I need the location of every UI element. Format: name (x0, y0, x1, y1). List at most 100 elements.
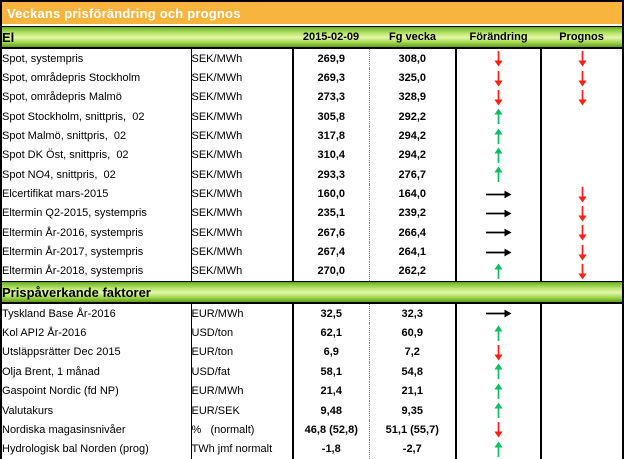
row-label: Gaspoint Nordic (fd NP) (2, 381, 192, 401)
forecast-arrow-cell (541, 203, 623, 224)
row-label: Nordiska magasinsnivåer (2, 420, 192, 440)
table-row: Spot, områdepris Stockholm SEK/MWh 269,3 32… (2, 68, 623, 88)
row-label: Kol API2 År-2016 (2, 323, 192, 343)
arrow-right-icon (485, 308, 512, 319)
previous-value: -2,7 (369, 439, 458, 459)
previous-value: 239,2 (369, 203, 458, 224)
forecast-arrow-cell (541, 342, 623, 363)
arrow-up-icon (492, 441, 505, 458)
previous-value: 292,2 (369, 107, 458, 127)
change-arrow-cell (456, 342, 543, 363)
arrow-up-icon (492, 166, 505, 183)
previous-value: 60,9 (369, 323, 458, 343)
unit-cell: SEK/MWh (191, 48, 295, 69)
arrow-up-icon (492, 108, 505, 125)
arrow-down-icon (576, 50, 589, 67)
table-title: Veckans prisförändring och prognos (2, 2, 622, 26)
current-value: 267,6 (293, 223, 370, 243)
change-arrow-cell (456, 223, 543, 243)
unit-cell: SEK/MWh (191, 223, 295, 243)
forecast-arrow-cell (541, 242, 623, 262)
forecast-arrow-cell (541, 303, 623, 324)
row-label: Utsläppsrätter Dec 2015 (2, 342, 192, 363)
previous-value: 328,9 (369, 87, 458, 108)
forecast-arrow-cell (541, 126, 623, 146)
previous-value: 7,2 (369, 342, 458, 363)
current-value: 235,1 (293, 203, 370, 224)
table-row: Tyskland Base År-2016 EUR/MWh 32,5 32,3 (2, 303, 623, 324)
row-label: Eltermin År-2018, systempris (2, 261, 192, 282)
unit-cell: EUR/MWh (191, 381, 295, 401)
previous-value: 262,2 (369, 261, 458, 282)
arrow-down-icon (576, 186, 589, 203)
previous-value: 9,35 (369, 400, 458, 421)
change-arrow-cell (456, 107, 543, 127)
row-label: Eltermin År-2017, systempris (2, 242, 192, 262)
forecast-arrow-cell (541, 184, 623, 204)
current-value: 270,0 (293, 261, 370, 282)
forecast-arrow-cell (541, 48, 623, 69)
table-row: Hydrologisk bal Norden (prog) TWh jmf nor… (2, 439, 623, 459)
arrow-up-icon (492, 147, 505, 164)
section-header-row: El 2015-02-09 Fg vecka Förändring Prognos (2, 26, 623, 49)
change-arrow-cell (456, 48, 543, 69)
forecast-arrow-cell (541, 165, 623, 185)
arrow-down-icon (576, 70, 589, 87)
section-title: El (2, 26, 294, 49)
forecast-arrow-cell (541, 420, 623, 440)
arrow-down-icon (576, 205, 589, 222)
forecast-arrow-cell (541, 107, 623, 127)
current-value: 58,1 (293, 362, 370, 382)
unit-cell: USD/fat (191, 362, 295, 382)
current-value: 32,5 (293, 303, 370, 324)
table-row: Kol API2 År-2016 USD/ton 62,1 60,9 (2, 323, 623, 343)
forecast-arrow-cell (541, 261, 623, 282)
table-row: Spot Malmö, snittpris, 02 SEK/MWh 317,8 294… (2, 126, 623, 146)
change-arrow-cell (456, 126, 543, 146)
unit-cell: SEK/MWh (191, 261, 295, 282)
change-arrow-cell (456, 87, 543, 108)
arrow-up-icon (492, 128, 505, 145)
row-label: Spot, områdepris Malmö (2, 87, 192, 108)
forecast-arrow-cell (541, 145, 623, 166)
current-value: 6,9 (293, 342, 370, 363)
arrow-down-icon (576, 263, 589, 280)
row-label: Spot, områdepris Stockholm (2, 68, 192, 88)
row-label: Spot DK Öst, snittpris, 02 (2, 145, 192, 166)
arrow-down-icon (576, 244, 589, 261)
unit-cell: SEK/MWh (191, 165, 295, 185)
unit-cell: USD/ton (191, 323, 295, 343)
change-arrow-cell (456, 439, 543, 459)
arrow-up-icon (492, 363, 505, 380)
unit-cell: SEK/MWh (191, 107, 295, 127)
current-value: 310,4 (293, 145, 370, 166)
unit-cell: SEK/MWh (191, 145, 295, 166)
change-arrow-cell (456, 184, 543, 204)
forecast-arrow-cell (541, 439, 623, 459)
current-value: 9,48 (293, 400, 370, 421)
previous-value: 21,1 (369, 381, 458, 401)
current-value: 269,9 (293, 48, 370, 69)
table-row: Gaspoint Nordic (fd NP) EUR/MWh 21,4 21,1 (2, 381, 623, 401)
arrow-down-icon (492, 89, 505, 106)
arrow-down-icon (492, 70, 505, 87)
forecast-arrow-cell (541, 362, 623, 382)
arrow-down-icon (576, 89, 589, 106)
current-value: 21,4 (293, 381, 370, 401)
arrow-down-icon (492, 421, 505, 438)
change-arrow-cell (456, 203, 543, 224)
previous-value: 294,2 (369, 145, 458, 166)
current-value: 317,8 (293, 126, 370, 146)
row-label: Elcertifikat mars-2015 (2, 184, 192, 204)
arrow-right-icon (485, 189, 512, 200)
table-row: Olja Brent, 1 månad USD/fat 58,1 54,8 (2, 362, 623, 382)
previous-value: 264,1 (369, 242, 458, 262)
row-label: Spot NO4, snittpris, 02 (2, 165, 192, 185)
unit-cell: TWh jmf normalt (191, 439, 295, 459)
table-row: Spot NO4, snittpris, 02 SEK/MWh 293,3 276,7 (2, 165, 623, 185)
previous-value: 308,0 (369, 48, 458, 69)
table-row: Eltermin Q2-2015, systempris SEK/MWh 235,1… (2, 203, 623, 224)
current-value: 46,8 (52,8) (293, 420, 370, 440)
change-arrow-cell (456, 68, 543, 88)
table-row: Eltermin År-2018, systempris SEK/MWh 270,0… (2, 261, 623, 282)
